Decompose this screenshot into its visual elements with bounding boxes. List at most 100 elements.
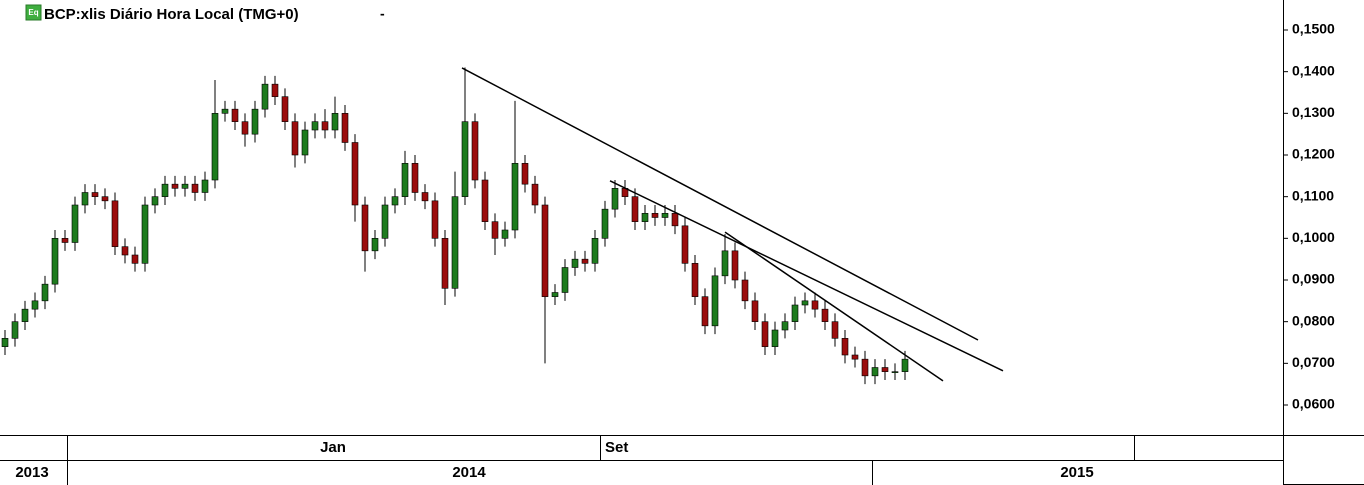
candle-body — [221, 108, 229, 114]
candle-body — [371, 238, 379, 252]
trendline — [461, 67, 979, 341]
y-tick-label: 0,1300 — [1292, 104, 1335, 120]
candle-body — [571, 258, 579, 268]
candle-body — [251, 108, 259, 135]
candle-body — [471, 121, 479, 181]
candle-body — [861, 358, 869, 377]
candle-body — [531, 183, 539, 206]
candle-body — [101, 196, 109, 202]
candle-body — [151, 196, 159, 206]
candle-body — [241, 121, 249, 135]
candle-body — [611, 188, 619, 210]
candle-body — [431, 200, 439, 239]
candle-body — [111, 200, 119, 247]
candle-body — [411, 163, 419, 193]
candle-body — [521, 163, 529, 185]
year-label: 2013 — [15, 464, 48, 481]
candle-body — [171, 183, 179, 189]
candle-body — [291, 121, 299, 156]
candle-body — [781, 321, 789, 331]
candle-body — [321, 121, 329, 131]
candle-body — [751, 300, 759, 322]
month-label: Jan — [320, 439, 346, 456]
candle-body — [891, 371, 899, 373]
candle-body — [31, 300, 39, 310]
candle-body — [501, 229, 509, 239]
candle-body — [231, 108, 239, 122]
y-tick-label: 0,0800 — [1292, 312, 1335, 328]
candle-body — [301, 129, 309, 156]
candle-body — [761, 321, 769, 347]
candle-body — [351, 142, 359, 206]
candle-body — [731, 250, 739, 281]
candle-body — [211, 113, 219, 181]
candle-body — [881, 367, 889, 372]
candle-body — [841, 338, 849, 356]
candle-body — [271, 83, 279, 97]
trendline — [609, 180, 1004, 372]
candle-body — [441, 238, 449, 289]
candle-body — [721, 250, 729, 277]
candle-body — [181, 183, 189, 189]
candle-body — [341, 113, 349, 143]
candle-body — [391, 196, 399, 206]
candle-body — [361, 204, 369, 252]
candle-body — [591, 238, 599, 264]
candle-body — [481, 179, 489, 222]
candle-body — [401, 163, 409, 197]
candle-body — [331, 113, 339, 131]
candle-body — [671, 213, 679, 227]
candle-body — [901, 358, 909, 372]
candle-body — [811, 300, 819, 310]
candle-body — [381, 204, 389, 239]
candle-body — [641, 213, 649, 222]
candle-body — [661, 213, 669, 218]
candle-body — [71, 204, 79, 243]
candle-body — [91, 192, 99, 197]
candle-body — [261, 83, 269, 110]
chart-title: BCP:xlis Diário Hora Local (TMG+0) — [44, 6, 299, 23]
candle-body — [491, 221, 499, 239]
candle-body — [541, 204, 549, 297]
candle-body — [831, 321, 839, 339]
candle-body — [81, 192, 89, 206]
candle-body — [51, 238, 59, 285]
y-tick-label: 0,0600 — [1292, 396, 1335, 412]
candle-body — [11, 321, 19, 339]
candle-body — [711, 275, 719, 327]
candle-body — [41, 283, 49, 302]
trendline — [724, 231, 944, 382]
candle-body — [771, 329, 779, 347]
candle-body — [191, 183, 199, 193]
candle-body — [21, 308, 29, 322]
candle-body — [651, 213, 659, 218]
y-tick-label: 0,1400 — [1292, 62, 1335, 78]
icon — [25, 4, 42, 21]
candle-body — [701, 296, 709, 327]
candle-body — [851, 354, 859, 360]
candle-body — [601, 208, 609, 239]
candle-body — [561, 267, 569, 293]
menu[interactable]: - — [380, 6, 385, 22]
year-label: 2014 — [452, 464, 486, 481]
candle-body — [141, 204, 149, 264]
y-tick-label: 0,1500 — [1292, 21, 1335, 37]
candle-body — [311, 121, 319, 131]
candle-body — [121, 246, 129, 256]
candle-body — [161, 183, 169, 197]
candle-body — [421, 192, 429, 202]
year-label: 2015 — [1060, 464, 1093, 481]
candle-body — [581, 258, 589, 264]
candle-body — [871, 367, 879, 377]
icon-label: Eq — [28, 8, 38, 17]
month-label: Set — [605, 439, 628, 456]
candle-body — [691, 263, 699, 297]
candle-body — [631, 196, 639, 222]
candle-body — [801, 300, 809, 306]
candle-body — [201, 179, 209, 193]
candle-body — [281, 96, 289, 122]
y-tick-label: 0,1100 — [1292, 187, 1334, 203]
candle-body — [451, 196, 459, 289]
